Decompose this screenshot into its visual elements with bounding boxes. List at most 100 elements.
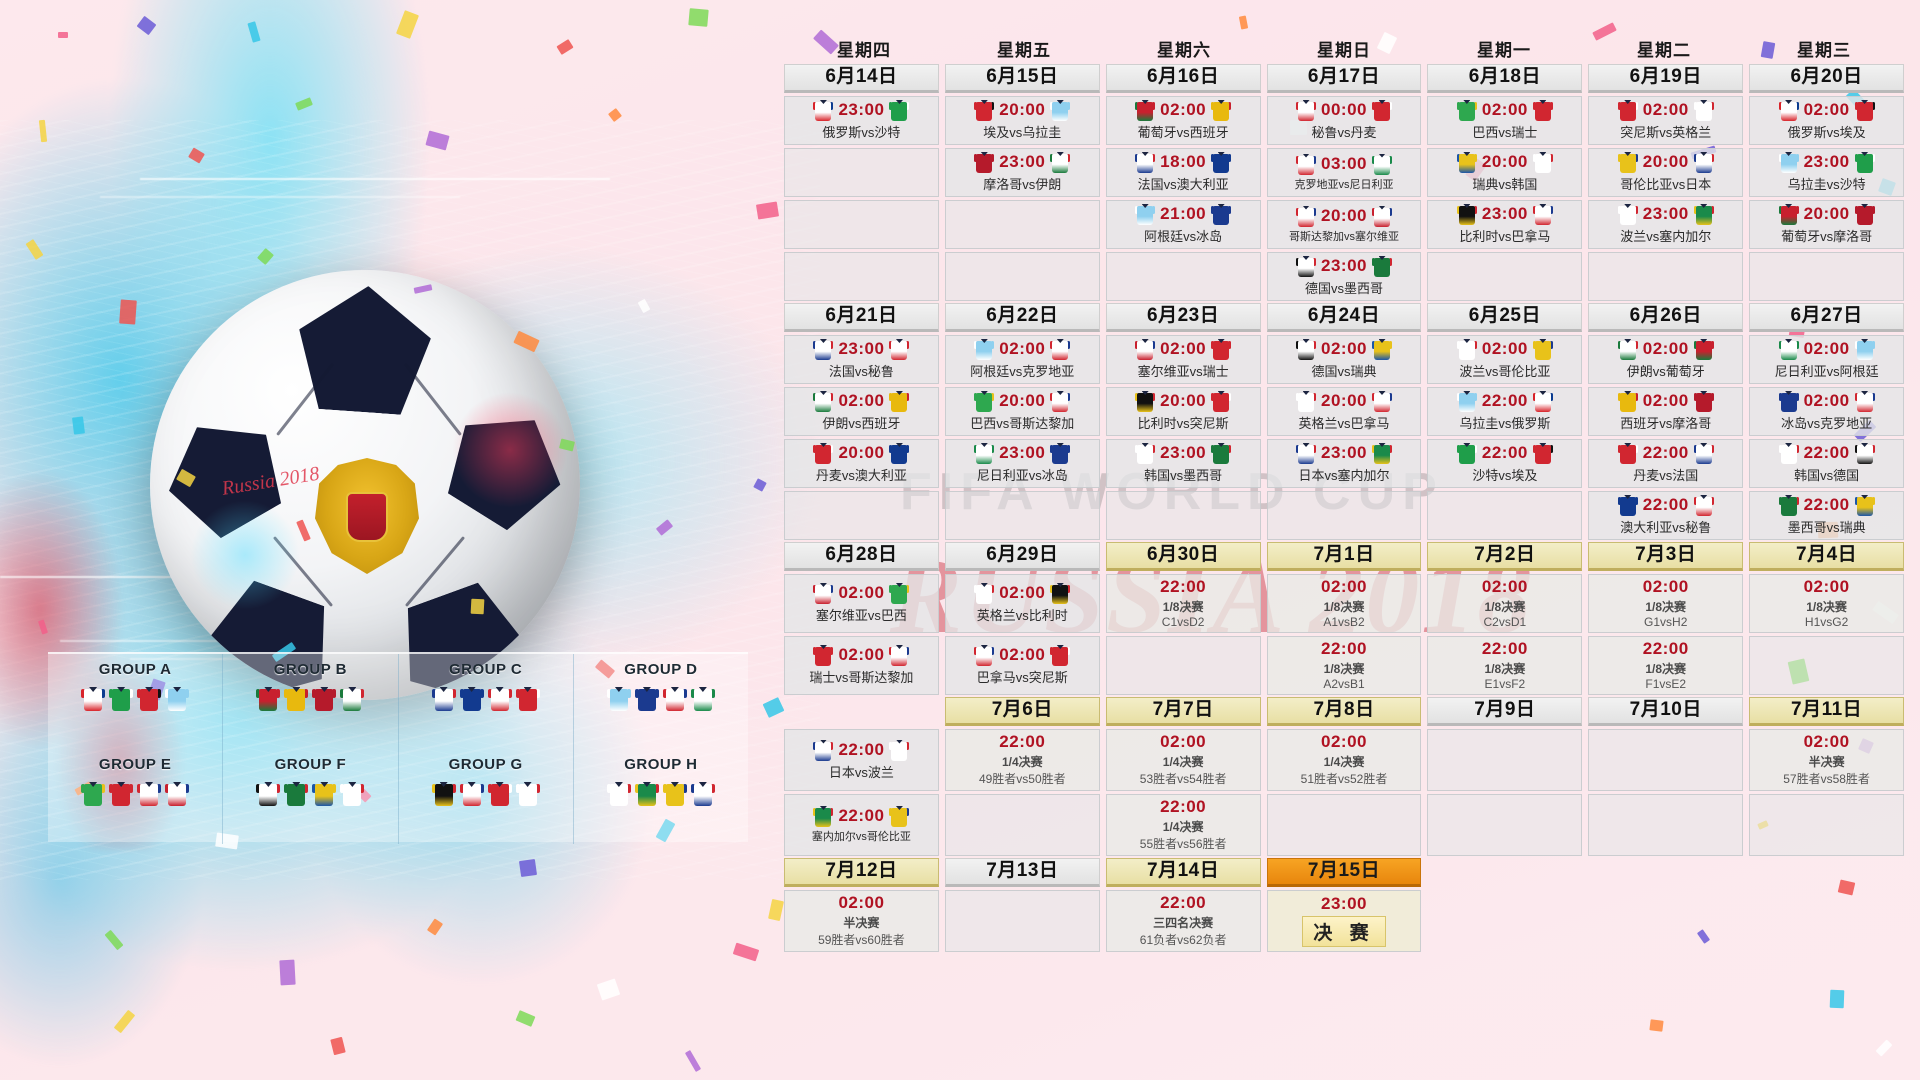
match-cell[interactable]: 23:00 波兰vs塞内加尔: [1588, 200, 1744, 249]
group-box-group-f[interactable]: GROUP F: [223, 749, 399, 844]
match-cell-knockout[interactable]: 22:00 1/4决赛 49胜者vs50胜者: [944, 729, 1100, 791]
match-cell[interactable]: 23:00 比利时vs巴拿马: [1427, 200, 1583, 249]
match-cell[interactable]: 20:00 瑞典vs韩国: [1427, 148, 1583, 197]
group-box-group-a[interactable]: GROUP A: [48, 654, 224, 749]
match-cell[interactable]: 22:00 韩国vs德国: [1749, 439, 1905, 488]
date-cell[interactable]: 7月11日: [1749, 697, 1905, 726]
match-cell[interactable]: 22:00 澳大利亚vs秘鲁: [1588, 491, 1744, 540]
match-cell[interactable]: 02:00 伊朗vs葡萄牙: [1588, 335, 1744, 384]
date-cell[interactable]: 7月7日: [1105, 697, 1261, 726]
match-cell-knockout[interactable]: 02:00 1/8决赛 A1vsB2: [1266, 574, 1422, 633]
match-cell[interactable]: 23:00 乌拉圭vs沙特: [1749, 148, 1905, 197]
match-cell-knockout[interactable]: 22:00 1/4决赛 55胜者vs56胜者: [1105, 794, 1261, 856]
date-cell[interactable]: 6月24日: [1266, 303, 1422, 332]
date-cell[interactable]: 7月2日: [1427, 542, 1583, 571]
match-cell[interactable]: 20:00 哥伦比亚vs日本: [1588, 148, 1744, 197]
date-cell[interactable]: 6月17日: [1266, 64, 1422, 93]
match-cell[interactable]: 20:00 丹麦vs澳大利亚: [784, 439, 939, 488]
date-cell[interactable]: 6月21日: [784, 303, 939, 332]
date-cell[interactable]: 6月27日: [1749, 303, 1905, 332]
group-box-group-h[interactable]: GROUP H: [574, 749, 748, 844]
match-cell[interactable]: 02:00 英格兰vs比利时: [944, 574, 1100, 633]
match-cell[interactable]: 02:00 塞尔维亚vs巴西: [784, 574, 939, 633]
match-cell[interactable]: 20:00 埃及vs乌拉圭: [944, 96, 1100, 145]
date-cell[interactable]: 7月14日: [1105, 858, 1261, 887]
match-cell[interactable]: 22:00 日本vs波兰: [784, 729, 939, 791]
match-cell-knockout[interactable]: 22:00 1/8决赛 C1vsD2: [1105, 574, 1261, 633]
match-cell[interactable]: 20:00 哥斯达黎加vs塞尔维亚: [1266, 200, 1422, 249]
match-cell-knockout[interactable]: 22:00 三四名决赛 61负者vs62负者: [1105, 890, 1261, 952]
date-cell[interactable]: 6月22日: [944, 303, 1100, 332]
match-cell[interactable]: 23:00 韩国vs墨西哥: [1105, 439, 1261, 488]
date-cell[interactable]: 7月1日: [1266, 542, 1422, 571]
match-cell[interactable]: 02:00 伊朗vs西班牙: [784, 387, 939, 436]
match-cell[interactable]: 20:00 英格兰vs巴拿马: [1266, 387, 1422, 436]
date-cell[interactable]: 7月9日: [1427, 697, 1583, 726]
match-cell-knockout[interactable]: 22:00 1/8决赛 A2vsB1: [1266, 636, 1422, 695]
match-cell[interactable]: 02:00 巴西vs瑞士: [1427, 96, 1583, 145]
match-cell[interactable]: 21:00 阿根廷vs冰岛: [1105, 200, 1261, 249]
match-cell[interactable]: 22:00 墨西哥vs瑞典: [1749, 491, 1905, 540]
group-box-group-c[interactable]: GROUP C: [399, 654, 574, 749]
match-cell[interactable]: 02:00 塞尔维亚vs瑞士: [1105, 335, 1261, 384]
match-cell[interactable]: 23:00 尼日利亚vs冰岛: [944, 439, 1100, 488]
match-cell[interactable]: 02:00 西班牙vs摩洛哥: [1588, 387, 1744, 436]
match-cell[interactable]: 02:00 俄罗斯vs埃及: [1749, 96, 1905, 145]
match-cell[interactable]: 23:00 德国vs墨西哥: [1266, 252, 1422, 301]
match-cell[interactable]: 22:00 沙特vs埃及: [1427, 439, 1583, 488]
match-cell[interactable]: 20:00 比利时vs突尼斯: [1105, 387, 1261, 436]
date-cell[interactable]: 6月16日: [1105, 64, 1261, 93]
date-cell[interactable]: 6月15日: [944, 64, 1100, 93]
match-cell-knockout[interactable]: 02:00 1/8决赛 G1vsH2: [1588, 574, 1744, 633]
date-cell[interactable]: 6月25日: [1427, 303, 1583, 332]
date-cell[interactable]: 6月29日: [944, 542, 1100, 571]
date-cell[interactable]: 7月15日: [1266, 858, 1422, 887]
match-cell-knockout[interactable]: 22:00 1/8决赛 F1vsE2: [1588, 636, 1744, 695]
date-cell[interactable]: 7月10日: [1588, 697, 1744, 726]
match-cell[interactable]: 02:00 德国vs瑞典: [1266, 335, 1422, 384]
match-cell[interactable]: 02:00 阿根廷vs克罗地亚: [944, 335, 1100, 384]
date-cell[interactable]: 7月8日: [1266, 697, 1422, 726]
group-box-group-g[interactable]: GROUP G: [399, 749, 574, 844]
match-cell[interactable]: 03:00 克罗地亚vs尼日利亚: [1266, 148, 1422, 197]
match-cell[interactable]: 18:00 法国vs澳大利亚: [1105, 148, 1261, 197]
match-cell-knockout[interactable]: 22:00 1/8决赛 E1vsF2: [1427, 636, 1583, 695]
match-cell-knockout[interactable]: 02:00 1/8决赛 C2vsD1: [1427, 574, 1583, 633]
date-cell[interactable]: 6月26日: [1588, 303, 1744, 332]
date-cell[interactable]: 7月4日: [1749, 542, 1905, 571]
match-cell[interactable]: 02:00 葡萄牙vs西班牙: [1105, 96, 1261, 145]
match-cell[interactable]: 20:00 巴西vs哥斯达黎加: [944, 387, 1100, 436]
match-cell[interactable]: 22:00 塞内加尔vs哥伦比亚: [784, 794, 939, 856]
match-cell[interactable]: 23:00 俄罗斯vs沙特: [784, 96, 939, 145]
match-cell-final[interactable]: 23:00 决 赛: [1266, 890, 1422, 952]
group-box-group-b[interactable]: GROUP B: [223, 654, 399, 749]
date-cell[interactable]: 6月18日: [1427, 64, 1583, 93]
match-cell[interactable]: 23:00 法国vs秘鲁: [784, 335, 939, 384]
match-cell[interactable]: 20:00 葡萄牙vs摩洛哥: [1749, 200, 1905, 249]
match-cell[interactable]: 02:00 巴拿马vs突尼斯: [944, 636, 1100, 695]
match-cell-knockout[interactable]: 02:00 半决赛 59胜者vs60胜者: [784, 890, 939, 952]
date-cell[interactable]: 6月23日: [1105, 303, 1261, 332]
match-cell-knockout[interactable]: 02:00 1/8决赛 H1vsG2: [1749, 574, 1905, 633]
match-cell[interactable]: 02:00 冰岛vs克罗地亚: [1749, 387, 1905, 436]
date-cell[interactable]: 6月30日: [1105, 542, 1261, 571]
match-cell[interactable]: 00:00 秘鲁vs丹麦: [1266, 96, 1422, 145]
date-cell[interactable]: 6月20日: [1749, 64, 1905, 93]
date-cell[interactable]: 7月13日: [944, 858, 1100, 887]
date-cell[interactable]: 7月6日: [944, 697, 1100, 726]
match-cell[interactable]: 02:00 尼日利亚vs阿根廷: [1749, 335, 1905, 384]
match-cell[interactable]: 02:00 突尼斯vs英格兰: [1588, 96, 1744, 145]
group-box-group-e[interactable]: GROUP E: [48, 749, 224, 844]
match-cell[interactable]: 23:00 日本vs塞内加尔: [1266, 439, 1422, 488]
match-cell[interactable]: 22:00 乌拉圭vs俄罗斯: [1427, 387, 1583, 436]
date-cell[interactable]: 7月3日: [1588, 542, 1744, 571]
date-cell[interactable]: 6月14日: [784, 64, 939, 93]
date-cell[interactable]: 6月28日: [784, 542, 939, 571]
match-cell[interactable]: 02:00 波兰vs哥伦比亚: [1427, 335, 1583, 384]
date-cell[interactable]: 7月12日: [784, 858, 939, 887]
match-cell[interactable]: 02:00 瑞士vs哥斯达黎加: [784, 636, 939, 695]
match-cell[interactable]: 23:00 摩洛哥vs伊朗: [944, 148, 1100, 197]
date-cell[interactable]: 6月19日: [1588, 64, 1744, 93]
group-box-group-d[interactable]: GROUP D: [574, 654, 748, 749]
match-cell[interactable]: 22:00 丹麦vs法国: [1588, 439, 1744, 488]
